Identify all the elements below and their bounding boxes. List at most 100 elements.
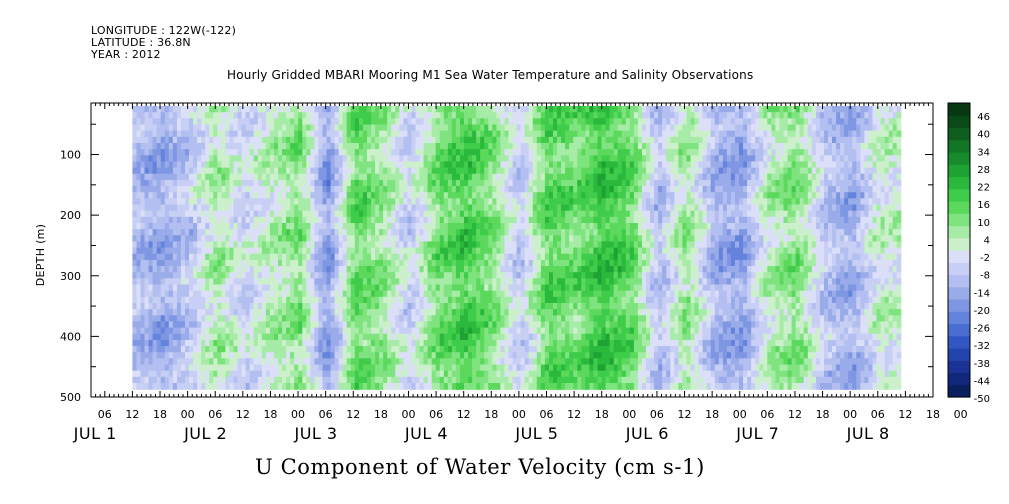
heatmap-cell	[460, 358, 465, 366]
heatmap-cell	[265, 241, 271, 249]
heatmap-cell	[367, 149, 372, 156]
heatmap-cell	[241, 235, 247, 243]
heatmap-cell	[427, 112, 433, 119]
heatmap-cell	[427, 383, 433, 390]
heatmap-cell	[253, 143, 259, 150]
heatmap-cell	[265, 327, 271, 335]
heatmap-cell	[294, 346, 299, 353]
heatmap-cell	[451, 266, 457, 273]
heatmap-cell	[350, 235, 356, 243]
heatmap-cell	[375, 136, 380, 144]
heatmap-cell	[346, 315, 352, 323]
heatmap-cell	[132, 143, 137, 150]
heatmap-cell	[152, 327, 158, 335]
heatmap-cell	[549, 210, 554, 218]
heatmap-cell	[443, 278, 449, 286]
heatmap-cell	[193, 118, 198, 126]
heatmap-cell	[455, 124, 461, 132]
heatmap-cell	[148, 333, 154, 341]
heatmap-cell	[431, 339, 437, 347]
heatmap-cell	[561, 290, 566, 298]
heatmap-cell	[427, 210, 433, 218]
heatmap-cell	[176, 124, 182, 132]
heatmap-cell	[419, 130, 425, 138]
heatmap-cell	[241, 241, 247, 249]
heatmap-cell	[504, 112, 510, 119]
heatmap-cell	[213, 198, 218, 206]
heatmap-cell	[468, 309, 473, 316]
heatmap-cell	[350, 106, 356, 113]
heatmap-cell	[565, 333, 570, 341]
heatmap-cell	[403, 173, 408, 181]
heatmap-cell	[306, 204, 311, 212]
heatmap-cell	[152, 309, 158, 316]
heatmap-cell	[290, 167, 295, 175]
heatmap-cell	[395, 376, 400, 384]
heatmap-cell	[354, 106, 360, 113]
heatmap-cell	[492, 167, 497, 175]
heatmap-cell	[419, 333, 425, 341]
heatmap-cell	[346, 266, 352, 273]
heatmap-cell	[298, 179, 303, 187]
heatmap-cell	[172, 198, 178, 206]
heatmap-cell	[261, 376, 267, 384]
heatmap-cell	[544, 364, 550, 372]
heatmap-cell	[265, 112, 271, 119]
heatmap-cell	[132, 130, 137, 138]
heatmap-cell	[168, 370, 174, 378]
heatmap-cell	[468, 358, 473, 366]
heatmap-cell	[274, 216, 279, 224]
heatmap-cell	[334, 315, 340, 323]
heatmap-cell	[407, 333, 412, 341]
heatmap-cell	[383, 179, 388, 187]
heatmap-cell	[261, 124, 267, 132]
heatmap-cell	[253, 370, 259, 378]
heatmap-cell	[367, 290, 372, 298]
heatmap-cell	[189, 210, 194, 218]
heatmap-cell	[371, 339, 376, 347]
heatmap-cell	[354, 315, 360, 323]
heatmap-cell	[338, 179, 344, 187]
heatmap-cell	[201, 383, 206, 390]
heatmap-cell	[221, 216, 226, 224]
heatmap-cell	[455, 327, 461, 335]
heatmap-cell	[193, 216, 198, 224]
heatmap-cell	[520, 124, 526, 132]
heatmap-cell	[342, 303, 348, 310]
heatmap-cell	[540, 229, 546, 236]
heatmap-cell	[443, 346, 449, 353]
heatmap-cell	[278, 364, 283, 372]
heatmap-cell	[528, 210, 534, 218]
heatmap-cell	[387, 284, 392, 292]
heatmap-cell	[407, 149, 412, 156]
heatmap-cell	[132, 370, 137, 378]
heatmap-cell	[544, 167, 550, 175]
heatmap-cell	[403, 247, 408, 255]
heatmap-cell	[217, 278, 222, 286]
heatmap-cell	[152, 112, 158, 119]
heatmap-cell	[189, 223, 194, 230]
heatmap-cell	[488, 149, 493, 156]
heatmap-cell	[524, 161, 530, 169]
heatmap-cell	[342, 192, 348, 199]
heatmap-cell	[536, 124, 542, 132]
heatmap-cell	[399, 210, 404, 218]
heatmap-cell	[423, 315, 429, 323]
heatmap-cell	[415, 149, 421, 156]
heatmap-cell	[362, 155, 368, 163]
heatmap-cell	[553, 173, 558, 181]
heatmap-cell	[354, 124, 360, 132]
heatmap-cell	[549, 315, 554, 323]
heatmap-cell	[245, 259, 251, 267]
heatmap-cell	[399, 284, 404, 292]
heatmap-cell	[383, 315, 388, 323]
heatmap-cell	[549, 346, 554, 353]
heatmap-cell	[261, 253, 267, 261]
heatmap-cell	[512, 358, 518, 366]
heatmap-cell	[217, 216, 222, 224]
heatmap-cell	[431, 333, 437, 341]
heatmap-cell	[160, 364, 166, 372]
heatmap-cell	[193, 278, 198, 286]
heatmap-cell	[278, 161, 283, 169]
heatmap-cell	[237, 167, 243, 175]
